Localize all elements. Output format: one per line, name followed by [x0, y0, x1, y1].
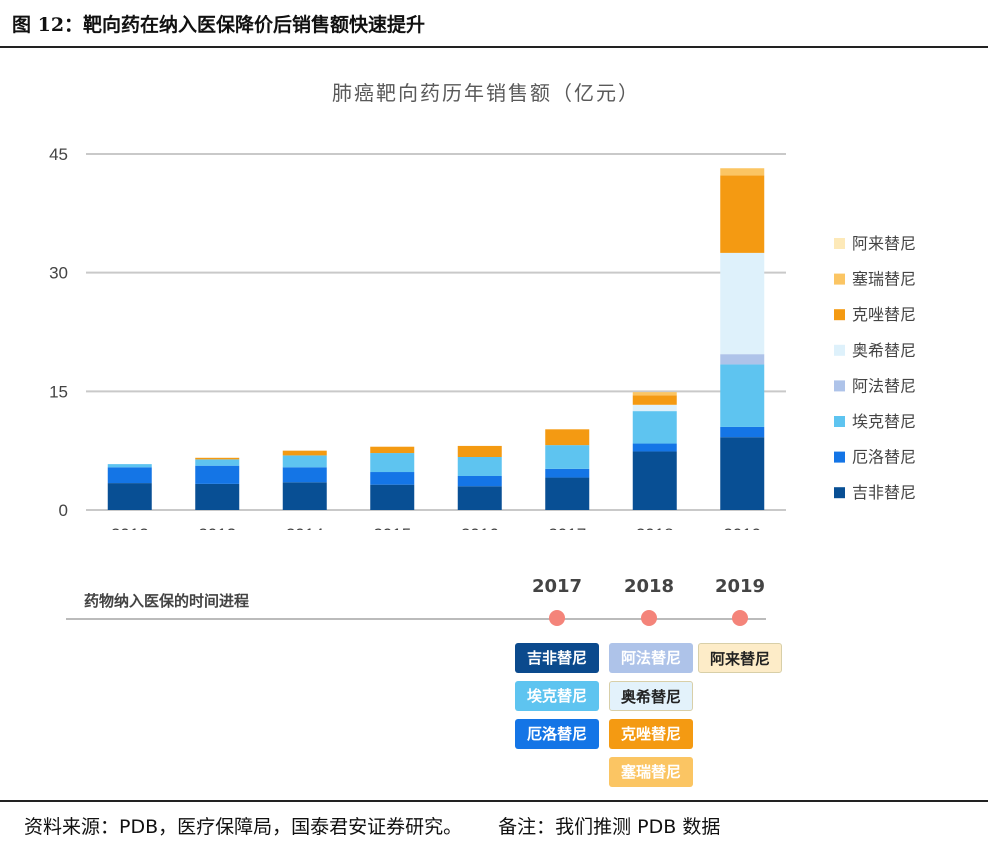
drug-box: 塞瑞替尼 — [609, 757, 693, 787]
bar-segment — [545, 445, 590, 469]
bar-segment — [632, 392, 677, 396]
drug-box: 阿来替尼 — [698, 643, 782, 673]
bar-segment — [107, 467, 152, 484]
bar-segment — [370, 446, 415, 454]
bar-segment — [107, 483, 152, 510]
timeline-label: 药物纳入医保的时间进程 — [84, 592, 250, 610]
bar-segment — [720, 364, 765, 427]
y-tick-label: 30 — [49, 264, 68, 283]
bar-segment — [370, 453, 415, 473]
y-tick-label: 0 — [59, 501, 68, 520]
drug-box: 克唑替尼 — [609, 719, 693, 749]
bar-segment — [545, 477, 590, 510]
bar-segment — [632, 404, 677, 412]
bar-segment — [195, 465, 240, 484]
legend-swatch — [834, 238, 845, 249]
legend-label: 阿来替尼 — [852, 234, 916, 253]
bar-segment — [720, 168, 765, 176]
bar-segment — [720, 437, 765, 510]
bar-segment — [282, 467, 327, 483]
bar-segment — [720, 426, 765, 438]
bar-segment — [457, 486, 502, 510]
legend-label: 克唑替尼 — [852, 305, 916, 324]
legend-swatch — [834, 487, 845, 499]
bar-segment — [632, 451, 677, 510]
figure-title: 图 12：靶向药在纳入医保降价后销售额快速提升 — [12, 14, 426, 36]
bar-segment — [545, 468, 590, 478]
stacked-bar-chart: 肺癌靶向药历年销售额（亿元） 0 15 30 45 2012 2013 2014 2015 20… — [49, 81, 916, 530]
legend-label: 吉非替尼 — [852, 483, 916, 502]
x-tick-label: 2015 — [373, 525, 411, 530]
timeline-year: 2018 — [623, 576, 675, 597]
legend-swatch — [834, 344, 845, 356]
legend-label: 埃克替尼 — [852, 412, 916, 431]
timeline-dot — [732, 610, 748, 626]
bar-segment — [457, 445, 502, 457]
bar-segment — [720, 175, 765, 253]
timeline-year: 2019 — [714, 576, 766, 597]
timeline-axis — [66, 618, 766, 620]
legend-label: 厄洛替尼 — [852, 448, 916, 467]
drug-box: 吉非替尼 — [515, 643, 599, 673]
legend-label: 阿法替尼 — [852, 376, 916, 395]
bar-segment — [282, 455, 327, 468]
bar-segment — [195, 483, 240, 510]
remark-note: 备注：我们推测 PDB 数据 — [498, 816, 721, 838]
bar-segment — [195, 457, 240, 460]
drug-box: 埃克替尼 — [515, 681, 599, 711]
bar-segment — [545, 429, 590, 446]
x-tick-label: 2016 — [461, 525, 499, 530]
legend-swatch — [834, 451, 845, 463]
timeline-dot — [549, 610, 565, 626]
legend-swatch — [834, 273, 845, 285]
bar-segment — [195, 459, 240, 466]
bar-segment — [457, 475, 502, 487]
bar-segment — [107, 464, 152, 468]
x-tick-label: 2018 — [636, 525, 674, 530]
legend-swatch — [834, 416, 845, 427]
bar-segment — [370, 484, 415, 510]
x-tick-label: 2017 — [548, 525, 586, 530]
drug-box: 奥希替尼 — [609, 681, 693, 711]
bar-segment — [370, 472, 415, 485]
y-tick-label: 45 — [49, 145, 68, 164]
bar-segment — [282, 482, 327, 510]
bar-segment — [282, 450, 327, 456]
bar-segment — [632, 395, 677, 405]
legend-label: 塞瑞替尼 — [852, 270, 916, 289]
bar-segment — [632, 443, 677, 452]
top-divider — [0, 46, 988, 48]
bar-segment — [720, 354, 765, 365]
x-tick-label: 2019 — [723, 525, 761, 530]
bar-segment — [457, 456, 502, 476]
x-tick-label: 2013 — [198, 525, 236, 530]
bottom-divider — [0, 800, 988, 802]
legend-label: 奥希替尼 — [852, 341, 916, 360]
timeline-dot — [641, 610, 657, 626]
y-tick-label: 15 — [49, 382, 68, 401]
timeline-year: 2017 — [531, 576, 583, 597]
x-tick-label: 2014 — [286, 525, 324, 530]
chart-title: 肺癌靶向药历年销售额（亿元） — [332, 81, 640, 105]
legend-swatch — [834, 309, 845, 321]
drug-box: 阿法替尼 — [609, 643, 693, 673]
bar-segment — [632, 411, 677, 444]
x-tick-label: 2012 — [111, 525, 149, 530]
bar-segment — [720, 252, 765, 355]
drug-box: 厄洛替尼 — [515, 719, 599, 749]
footer: 资料来源：PDB，医疗保障局，国泰君安证券研究。 备注：我们推测 PDB 数据 — [24, 812, 720, 839]
source-note: 资料来源：PDB，医疗保障局，国泰君安证券研究。 — [24, 816, 463, 838]
legend-swatch — [834, 380, 845, 392]
